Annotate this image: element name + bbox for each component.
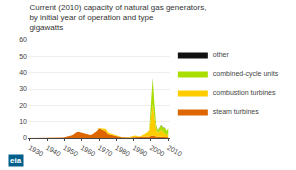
- svg-text:30: 30: [19, 85, 27, 92]
- svg-text:0: 0: [23, 134, 27, 141]
- svg-text:1960: 1960: [79, 144, 96, 158]
- svg-text:1970: 1970: [97, 144, 114, 158]
- svg-text:1930: 1930: [27, 144, 44, 158]
- svg-text:1950: 1950: [62, 144, 79, 158]
- svg-text:1940: 1940: [45, 144, 62, 158]
- svg-text:Current (2010) capacity of nat: Current (2010) capacity of natural gas g…: [29, 3, 208, 33]
- svg-text:60: 60: [19, 36, 27, 43]
- svg-text:2010: 2010: [166, 144, 183, 158]
- svg-text:50: 50: [19, 53, 27, 60]
- svg-text:combined-cycle units: combined-cycle units: [213, 70, 279, 78]
- svg-text:1980: 1980: [114, 144, 131, 158]
- svg-text:10: 10: [19, 118, 27, 125]
- svg-text:steam turbines: steam turbines: [213, 108, 259, 115]
- svg-text:1990: 1990: [131, 144, 148, 158]
- svg-text:20: 20: [19, 102, 27, 109]
- svg-text:eia: eia: [10, 156, 22, 165]
- svg-text:2000: 2000: [149, 144, 166, 158]
- svg-text:other: other: [213, 51, 230, 58]
- svg-text:40: 40: [19, 69, 27, 76]
- svg-text:combustion turbines: combustion turbines: [213, 89, 276, 96]
